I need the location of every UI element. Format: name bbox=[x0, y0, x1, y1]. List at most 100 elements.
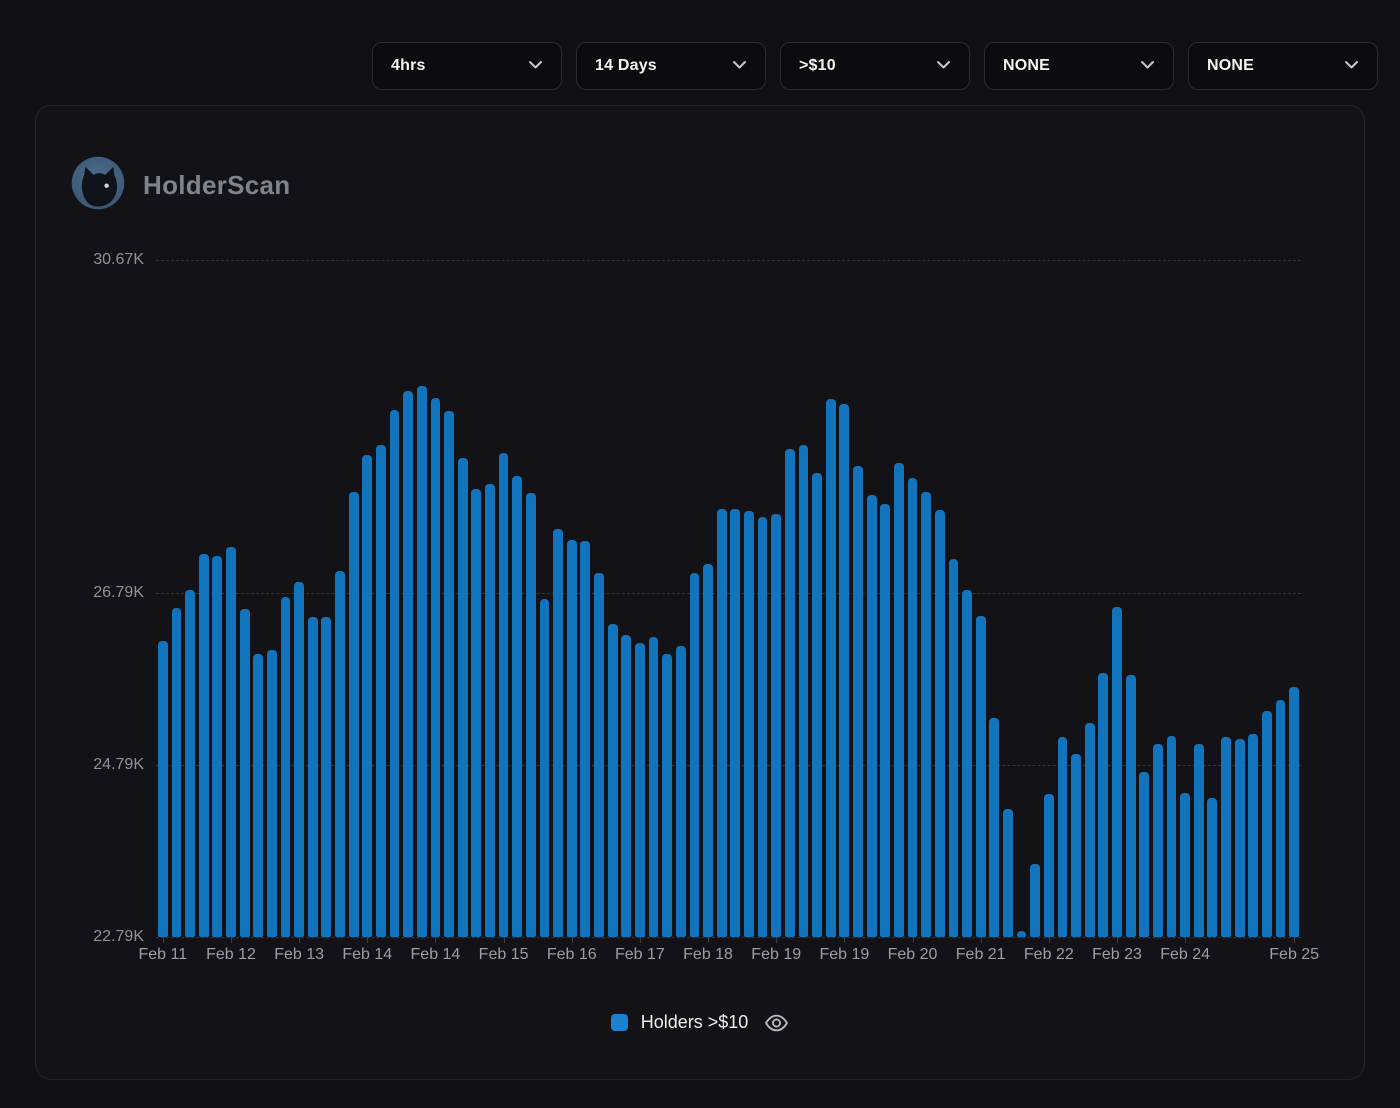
x-axis-label: Feb 19 bbox=[751, 946, 801, 964]
filter-dropdown-metric-b[interactable]: NONE bbox=[1188, 42, 1378, 90]
bar[interactable] bbox=[253, 654, 263, 938]
bar[interactable] bbox=[758, 517, 768, 937]
bar[interactable] bbox=[553, 529, 563, 937]
bar[interactable] bbox=[1139, 772, 1149, 937]
bar[interactable] bbox=[390, 410, 400, 938]
bar[interactable] bbox=[172, 608, 182, 937]
chevron-down-icon bbox=[1344, 57, 1359, 75]
bar[interactable] bbox=[662, 654, 672, 938]
x-axis-label: Feb 23 bbox=[1092, 946, 1142, 964]
bar[interactable] bbox=[853, 466, 863, 937]
bar[interactable] bbox=[744, 511, 754, 937]
bar[interactable] bbox=[1071, 754, 1081, 937]
bar[interactable] bbox=[1207, 798, 1217, 937]
bar[interactable] bbox=[785, 449, 795, 937]
bar[interactable] bbox=[240, 609, 250, 937]
bar[interactable] bbox=[649, 637, 659, 937]
bar[interactable] bbox=[1167, 736, 1177, 937]
bar[interactable] bbox=[608, 624, 618, 937]
bar[interactable] bbox=[1153, 744, 1163, 937]
x-axis-tick bbox=[844, 937, 845, 943]
bar[interactable] bbox=[921, 492, 931, 937]
bar[interactable] bbox=[540, 599, 550, 938]
bar[interactable] bbox=[880, 504, 890, 937]
bar[interactable] bbox=[621, 635, 631, 937]
bar[interactable] bbox=[730, 509, 740, 937]
chart-legend[interactable]: Holders >$10 bbox=[36, 1012, 1364, 1033]
bar[interactable] bbox=[444, 411, 454, 937]
bar[interactable] bbox=[1126, 675, 1136, 937]
bar[interactable] bbox=[212, 556, 222, 937]
bar[interactable] bbox=[1112, 607, 1122, 937]
bar[interactable] bbox=[703, 564, 713, 937]
bar[interactable] bbox=[281, 597, 291, 937]
bar[interactable] bbox=[1235, 739, 1245, 937]
bar[interactable] bbox=[976, 616, 986, 937]
bar[interactable] bbox=[1276, 700, 1286, 937]
bar[interactable] bbox=[812, 473, 822, 937]
x-axis-tick bbox=[1185, 937, 1186, 943]
filter-dropdown-metric-a[interactable]: NONE bbox=[984, 42, 1174, 90]
bar[interactable] bbox=[962, 590, 972, 937]
bar[interactable] bbox=[431, 398, 441, 937]
bar[interactable] bbox=[580, 541, 590, 937]
bar[interactable] bbox=[335, 571, 345, 937]
bar[interactable] bbox=[1058, 737, 1068, 937]
bar[interactable] bbox=[908, 478, 918, 937]
bar[interactable] bbox=[826, 399, 836, 937]
bar[interactable] bbox=[690, 573, 700, 937]
bar[interactable] bbox=[949, 559, 959, 937]
bar[interactable] bbox=[458, 458, 468, 937]
bar[interactable] bbox=[594, 573, 604, 937]
x-axis-label: Feb 22 bbox=[1024, 946, 1074, 964]
bar[interactable] bbox=[308, 617, 318, 937]
bar[interactable] bbox=[771, 514, 781, 937]
x-axis-tick bbox=[572, 937, 573, 943]
bar[interactable] bbox=[1030, 864, 1040, 937]
bar[interactable] bbox=[717, 509, 727, 937]
bar[interactable] bbox=[185, 590, 195, 937]
bar[interactable] bbox=[349, 492, 359, 937]
bar[interactable] bbox=[1262, 711, 1272, 937]
bar[interactable] bbox=[267, 650, 277, 937]
bar[interactable] bbox=[894, 463, 904, 937]
eye-icon[interactable] bbox=[764, 1013, 789, 1033]
bar[interactable] bbox=[989, 718, 999, 937]
bar[interactable] bbox=[294, 582, 304, 937]
bar[interactable] bbox=[1044, 794, 1054, 937]
bar[interactable] bbox=[567, 540, 577, 937]
bar[interactable] bbox=[1003, 809, 1013, 937]
bar[interactable] bbox=[403, 391, 413, 937]
x-axis-tick bbox=[1294, 937, 1295, 943]
bar[interactable] bbox=[376, 445, 386, 937]
bar[interactable] bbox=[512, 476, 522, 937]
bar[interactable] bbox=[158, 641, 168, 937]
bar[interactable] bbox=[199, 554, 209, 937]
bar[interactable] bbox=[362, 455, 372, 937]
bar[interactable] bbox=[226, 547, 236, 937]
bar[interactable] bbox=[1194, 744, 1204, 937]
filter-dropdown-timeframe[interactable]: 4hrs bbox=[372, 42, 562, 90]
bar[interactable] bbox=[635, 643, 645, 937]
bar[interactable] bbox=[1098, 673, 1108, 937]
bar[interactable] bbox=[471, 489, 481, 937]
bar[interactable] bbox=[499, 453, 509, 937]
bar[interactable] bbox=[1289, 687, 1299, 937]
bar[interactable] bbox=[867, 495, 877, 937]
bar[interactable] bbox=[1017, 931, 1027, 937]
bar[interactable] bbox=[485, 484, 495, 937]
bar[interactable] bbox=[321, 617, 331, 937]
bar[interactable] bbox=[799, 445, 809, 937]
bar[interactable] bbox=[935, 510, 945, 937]
filter-dropdown-threshold[interactable]: >$10 bbox=[780, 42, 970, 90]
bar[interactable] bbox=[526, 493, 536, 937]
bar[interactable] bbox=[1221, 737, 1231, 937]
filter-dropdown-period[interactable]: 14 Days bbox=[576, 42, 766, 90]
bar[interactable] bbox=[1180, 793, 1190, 937]
bar[interactable] bbox=[1085, 723, 1095, 937]
filter-bar: 4hrs 14 Days >$10 NONE NONE bbox=[372, 42, 1378, 90]
bar[interactable] bbox=[1248, 734, 1258, 937]
bar[interactable] bbox=[676, 646, 686, 937]
bar[interactable] bbox=[839, 404, 849, 937]
bar[interactable] bbox=[417, 386, 427, 937]
